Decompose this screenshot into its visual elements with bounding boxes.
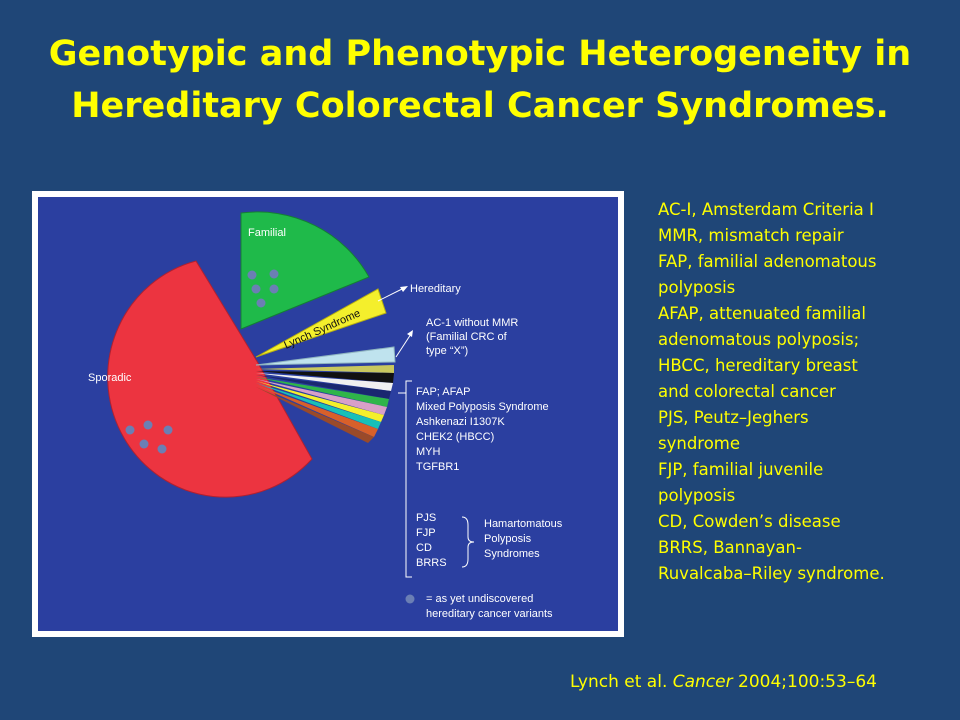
thin-slice-white	[256, 373, 393, 391]
lynch-label: Lynch Syndrome	[282, 307, 362, 351]
hereditary-arrow	[377, 287, 405, 302]
abbreviation-line: FAP, familial adenomatous	[658, 252, 877, 271]
hamartomatous-abbrev: FJP	[416, 527, 436, 539]
variant-dot	[143, 420, 153, 430]
gene-label: MYH	[416, 446, 441, 458]
pie-diagram-svg: Sporadic Familial Lynch Syndrome Heredit…	[88, 211, 563, 620]
ac1-slice	[255, 346, 396, 366]
variant-dot	[256, 298, 266, 308]
lynch-slice	[255, 288, 387, 358]
familial-label: Familial	[248, 227, 286, 239]
thin-slice-brown	[256, 387, 374, 443]
thin-slice-black	[256, 371, 394, 383]
pie-figure-frame: Sporadic Familial Lynch Syndrome Heredit…	[32, 191, 624, 637]
familial-slice	[240, 211, 370, 330]
gene-label: CHEK2 (HBCC)	[416, 431, 494, 443]
hamartomatous-group-label: Hamartomatous	[484, 518, 563, 530]
gene-label: FAP; AFAP	[416, 386, 470, 398]
hereditary-label: Hereditary	[410, 283, 461, 295]
abbreviation-line: PJS, Peutz–Jeghers	[658, 408, 809, 427]
thin-slice-teal	[256, 383, 381, 429]
abbreviation-line: AC-I, Amsterdam Criteria I	[658, 200, 874, 219]
abbreviation-line: polyposis	[658, 278, 736, 297]
hamartomatous-abbrev: PJS	[416, 512, 436, 524]
pie-figure: Sporadic Familial Lynch Syndrome Heredit…	[38, 197, 618, 631]
thin-slice-orange	[256, 385, 378, 437]
title-line-1: Genotypic and Phenotypic Heterogeneity i…	[48, 34, 912, 74]
title-line-2: Hereditary Colorectal Cancer Syndromes.	[71, 86, 889, 126]
hamartomatous-group-label: Syndromes	[484, 548, 540, 560]
thin-slice-green	[256, 377, 389, 407]
citation-journal: Cancer	[672, 672, 733, 692]
variant-dot	[269, 284, 279, 294]
variant-dot	[247, 270, 257, 280]
abbreviation-line: Ruvalcaba–Riley syndrome.	[658, 564, 885, 583]
variant-dot	[125, 425, 135, 435]
thin-slice-pink	[256, 379, 387, 415]
ac1-arrow	[395, 333, 412, 358]
ac1-label-line1: AC-1 without MMR	[426, 317, 518, 329]
ac1-arrowhead	[407, 330, 413, 337]
abbreviation-line: BRRS, Bannayan-	[658, 538, 802, 557]
citation: Lynch et al. Cancer 2004;100:53–64	[570, 672, 940, 692]
hamartomatous-abbrev: CD	[416, 542, 432, 554]
gene-label: Ashkenazi I1307K	[416, 416, 505, 428]
legend-label-line2: hereditary cancer variants	[426, 608, 553, 620]
gene-label: TGFBR1	[416, 461, 459, 473]
sporadic-label: Sporadic	[88, 372, 132, 384]
hereditary-arrowhead	[400, 286, 408, 292]
abbreviation-line: and colorectal cancer	[658, 382, 836, 401]
thin-slice-yellow	[256, 381, 384, 422]
thin-slice-olive	[256, 365, 394, 373]
citation-authors: Lynch et al.	[570, 672, 668, 692]
variant-dot	[157, 444, 167, 454]
legend-label-line1: = as yet undiscovered	[426, 593, 533, 605]
thin-slice-darkblue	[256, 375, 391, 399]
abbreviation-line: syndrome	[658, 434, 741, 453]
abbreviation-line: adenomatous polyposis;	[658, 330, 860, 349]
ac1-label-line3: type “X”)	[426, 345, 468, 357]
main-bracket	[405, 380, 412, 578]
hamartomatous-bracket	[461, 516, 475, 568]
abbreviation-line: FJP, familial juvenile	[658, 460, 824, 479]
abbreviation-line: HBCC, hereditary breast	[658, 356, 858, 375]
hamartomatous-abbrev: BRRS	[416, 557, 447, 569]
abbreviation-list: AC-I, Amsterdam Criteria I MMR, mismatch…	[658, 197, 948, 587]
abbreviation-line: polyposis	[658, 486, 736, 505]
abbreviation-line: MMR, mismatch repair	[658, 226, 844, 245]
abbreviation-line: AFAP, attenuated familial	[658, 304, 866, 323]
variant-dot	[251, 284, 261, 294]
slide-title: Genotypic and Phenotypic Heterogeneity i…	[20, 28, 940, 132]
sporadic-slice	[107, 260, 313, 498]
gene-label: Mixed Polyposis Syndrome	[416, 401, 549, 413]
legend-dot-icon	[405, 594, 415, 604]
variant-dot	[269, 269, 279, 279]
citation-details: 2004;100:53–64	[738, 672, 877, 692]
abbreviation-line: CD, Cowden’s disease	[658, 512, 841, 531]
hamartomatous-group-label: Polyposis	[484, 533, 532, 545]
ac1-label-line2: (Familial CRC of	[426, 331, 508, 343]
variant-dot	[139, 439, 149, 449]
variant-dot	[163, 425, 173, 435]
